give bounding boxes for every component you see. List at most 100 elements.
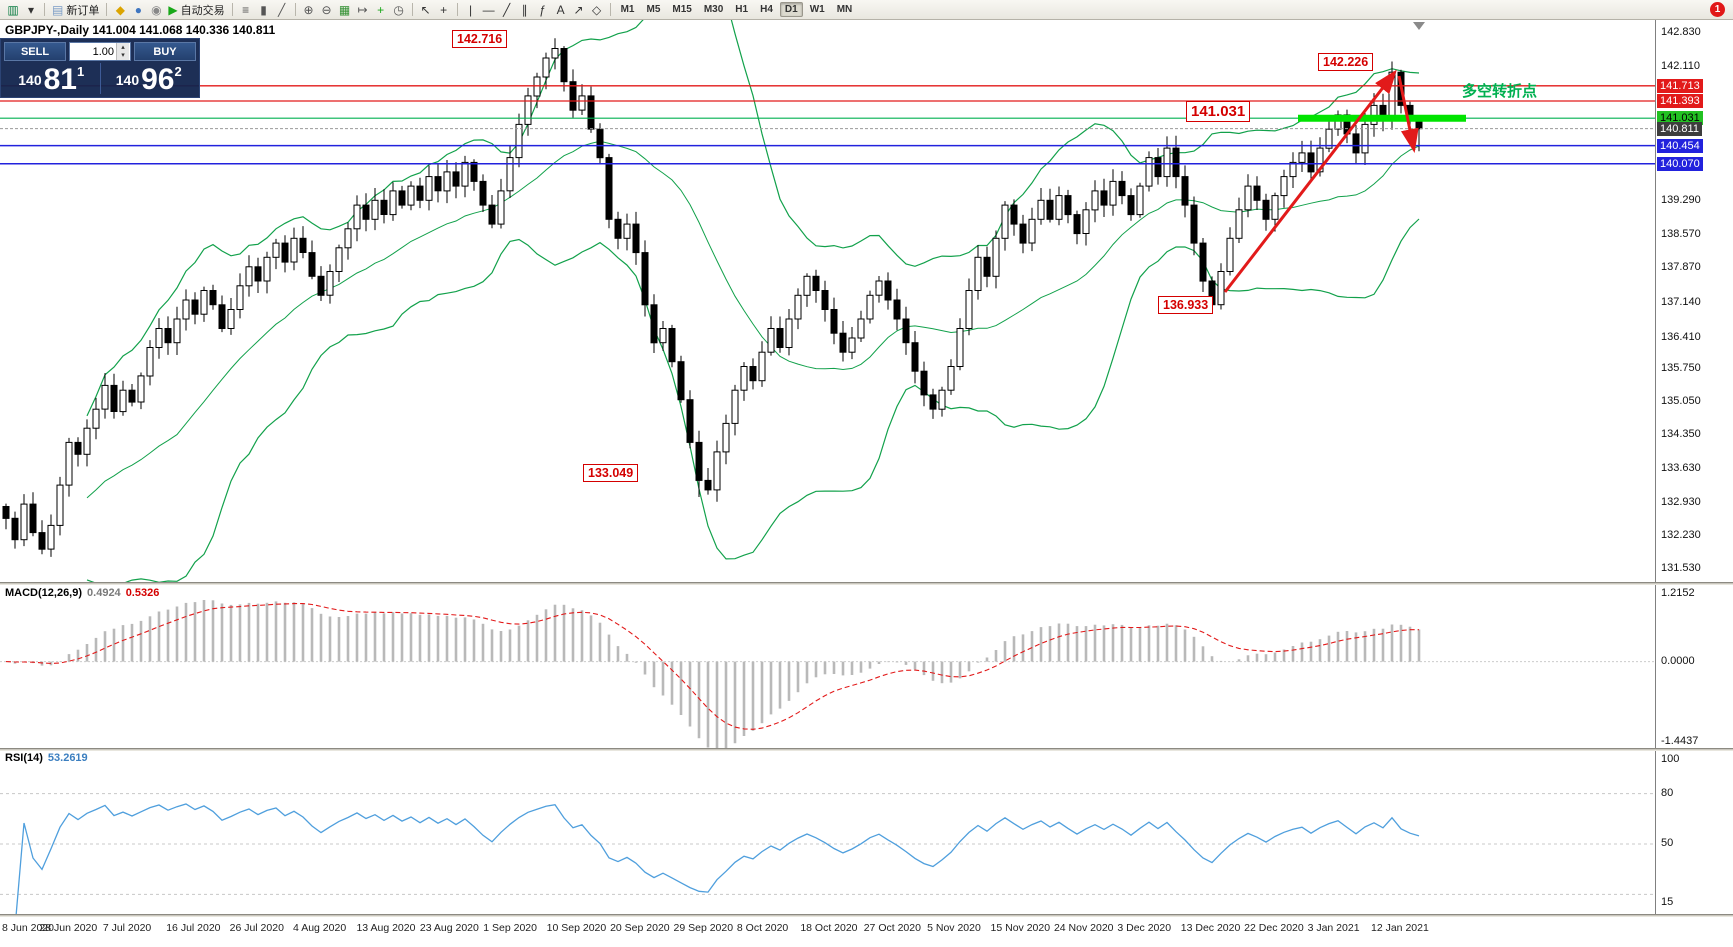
fibonacci-icon[interactable]: ƒ: [534, 1, 552, 19]
timeframe-button-h1[interactable]: H1: [735, 4, 749, 15]
metaeditor-icon[interactable]: ◆: [111, 1, 129, 19]
chart-shift-marker[interactable]: [1413, 22, 1425, 30]
price-tick: 135.050: [1661, 395, 1701, 408]
auto-scroll-icon[interactable]: ↦: [354, 1, 372, 19]
rsi-scale-tick: 80: [1661, 786, 1674, 799]
trendline-icon[interactable]: ╱: [498, 1, 516, 19]
annotation-turning-point-note[interactable]: 多空转折点: [1462, 83, 1538, 100]
new-order-button[interactable]: ▤ 新订单: [49, 1, 102, 19]
timeframe-button-m1[interactable]: M1: [620, 4, 635, 15]
macd-panel-splitter[interactable]: [0, 582, 1733, 585]
zoom-in-icon[interactable]: ⊕: [300, 1, 318, 19]
arrow-object-icon[interactable]: ↗: [570, 1, 588, 19]
toolbar-separator: [44, 3, 45, 16]
date-label: 26 Jul 2020: [229, 922, 284, 934]
window-dropdown-icon[interactable]: ▾: [22, 1, 40, 19]
buy-price-sup: 2: [174, 64, 182, 79]
date-label: 15 Nov 2020: [990, 922, 1051, 934]
timeframe-button-m5[interactable]: M5: [646, 4, 661, 15]
annotation-dec-low[interactable]: 136.933: [1158, 296, 1214, 314]
main-chart-layer: [0, 20, 1655, 582]
date-label: 27 Oct 2020: [863, 922, 921, 934]
volume-input[interactable]: [70, 43, 116, 60]
auto-scroll-icon: ↦: [357, 2, 368, 17]
text-icon[interactable]: A: [552, 1, 570, 19]
timeframe-button-h4[interactable]: H4: [760, 4, 773, 15]
crosshair-icon[interactable]: +: [435, 1, 453, 19]
rsi-panel-splitter[interactable]: [0, 748, 1733, 751]
line-chart-mode-icon: ╱: [277, 2, 286, 17]
notification-badge[interactable]: 1: [1710, 2, 1725, 17]
date-axis[interactable]: 8 Jun 2020 28 Jun 2020 7 Jul 2020 16 Jul 20…: [0, 920, 1733, 944]
date-label: 3 Dec 2020: [1117, 922, 1172, 934]
annotation-sep-peak[interactable]: 142.716: [452, 30, 508, 48]
tile-windows-icon[interactable]: ▦: [336, 1, 354, 19]
timeframe-button-w1[interactable]: W1: [809, 4, 825, 15]
date-label: 10 Sep 2020: [546, 922, 607, 934]
rsi-scale-tick: 100: [1661, 753, 1680, 765]
bollinger-upper-band: [86, 20, 1420, 417]
rsi-indicator-label: RSI(14) 53.2619: [5, 752, 88, 764]
timeframe-button-m30[interactable]: M30: [703, 4, 724, 15]
indicators-icon[interactable]: +: [372, 1, 390, 19]
annotation-jan-peak[interactable]: 142.226: [1318, 53, 1374, 71]
price-tick: 137.140: [1661, 295, 1701, 308]
trend-up-arrow[interactable]: [1223, 69, 1397, 293]
profiles-icon[interactable]: ●: [129, 1, 147, 19]
vertical-line-icon[interactable]: |: [462, 1, 480, 19]
shapes-icon[interactable]: ◇: [588, 1, 606, 19]
rsi-panel: [0, 793, 1655, 914]
date-label: 5 Nov 2020: [927, 922, 981, 934]
date-label: 1 Sep 2020: [483, 922, 537, 934]
cursor-icon[interactable]: ↖: [417, 1, 435, 19]
horizontal-line-icon: ―: [482, 2, 495, 17]
sell-price[interactable]: 140 81 1: [4, 63, 99, 94]
price-level-badge: 141.393: [1657, 94, 1703, 108]
timeframe-button-m15[interactable]: M15: [672, 4, 692, 15]
annotation-support-level[interactable]: 141.031: [1186, 101, 1251, 122]
timeframe-button-d1[interactable]: D1: [779, 2, 803, 17]
date-label: 3 Jan 2021: [1307, 922, 1360, 934]
zoom-out-icon: ⊖: [321, 2, 332, 17]
date-label: 29 Sep 2020: [673, 922, 734, 934]
channel-icon: ∥: [521, 2, 528, 17]
price-tick: 142.830: [1661, 25, 1701, 38]
macd-scale-tick: 1.2152: [1661, 587, 1695, 599]
chart-window-icon[interactable]: ▥: [4, 1, 22, 19]
volume-increase-button[interactable]: ▴: [116, 43, 129, 52]
date-axis-splitter: [0, 914, 1733, 917]
alerts-icon[interactable]: ◉: [147, 1, 165, 19]
zoom-out-icon[interactable]: ⊖: [318, 1, 336, 19]
toolbar-right: 1: [1710, 2, 1729, 17]
macd-histogram: [13, 600, 1421, 748]
periods-icon: ◷: [393, 2, 404, 17]
sell-price-base: 140: [18, 72, 42, 88]
channel-icon[interactable]: ∥: [516, 1, 534, 19]
candlestick-mode-icon: ▮: [260, 2, 267, 17]
sell-button[interactable]: SELL: [4, 42, 66, 61]
volume-decrease-button[interactable]: ▾: [116, 51, 129, 60]
timeframe-button-mn[interactable]: MN: [836, 4, 853, 15]
buy-button[interactable]: BUY: [134, 42, 196, 61]
horizontal-line-icon[interactable]: ―: [480, 1, 498, 19]
price-tick: 136.410: [1661, 330, 1701, 343]
periods-icon[interactable]: ◷: [390, 1, 408, 19]
line-chart-mode-icon[interactable]: ╱: [273, 1, 291, 19]
bollinger-middle-band: [86, 140, 1420, 499]
candlestick-mode-icon[interactable]: ▮: [255, 1, 273, 19]
alerts-icon: ◉: [151, 2, 162, 17]
buy-price[interactable]: 140 96 2: [102, 63, 197, 94]
bar-chart-mode-icon[interactable]: ≡: [237, 1, 255, 19]
rsi-scale-tick: 15: [1661, 895, 1674, 908]
date-label: 13 Aug 2020: [356, 922, 416, 934]
price-axis[interactable]: 142.830 142.110 139.290 138.570 137.870 137.1…: [1655, 20, 1733, 916]
date-label: 8 Oct 2020: [736, 922, 789, 934]
autotrading-button[interactable]: ▶ 自动交易: [165, 1, 227, 19]
annotation-sep-low[interactable]: 133.049: [583, 464, 639, 482]
reversal-down-arrow[interactable]: [1397, 75, 1419, 153]
price-level-badge: 140.811: [1657, 121, 1702, 136]
price-level-badge: 141.713: [1657, 78, 1703, 93]
metaeditor-icon: ◆: [115, 2, 125, 17]
